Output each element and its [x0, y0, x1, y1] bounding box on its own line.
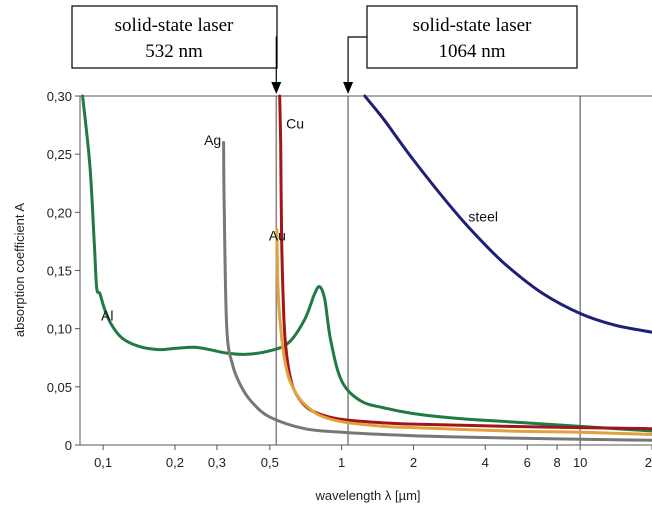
x-tick-label: 20	[645, 455, 652, 470]
annotation-arrow-line-0	[275, 36, 277, 84]
series-steel-line	[363, 94, 652, 334]
x-tick-label: 2	[410, 455, 417, 470]
series-label-al: Al	[101, 308, 113, 324]
series-ag-line	[222, 141, 652, 442]
series-label-ag: Ag	[204, 132, 221, 148]
y-tick-label: 0,20	[47, 205, 72, 220]
series-label-steel: steel	[468, 209, 498, 225]
annotation-532nm-line2: 532 nm	[145, 41, 203, 62]
annotation-arrow-line-1	[347, 36, 367, 84]
series-label-au: Au	[269, 227, 286, 243]
series-cu-line	[278, 94, 652, 431]
x-tick-label: 0,3	[208, 455, 226, 470]
x-tick-label: 4	[482, 455, 489, 470]
x-tick-label: 1	[338, 455, 345, 470]
series-al-line	[81, 94, 652, 433]
x-tick-label: 10	[573, 455, 587, 470]
annotation-box-532nm	[71, 5, 278, 69]
x-axis-title: wavelength λ [µm]	[314, 488, 420, 503]
y-axis-title: absorption coefficient A	[12, 203, 27, 338]
x-tick-label: 0,5	[261, 455, 279, 470]
x-tick-label: 8	[553, 455, 560, 470]
y-tick-label: 0,25	[47, 147, 72, 162]
annotation-532nm: solid-state laser 532 nm	[71, 5, 278, 69]
y-tick-label: 0,30	[47, 89, 72, 104]
x-tick-label: 0,1	[94, 455, 112, 470]
series-label-cu: Cu	[286, 116, 304, 132]
y-tick-label: 0,05	[47, 380, 72, 395]
annotation-1064nm: solid-state laser 1064 nm	[366, 5, 578, 69]
series-au-line	[275, 228, 652, 436]
y-tick-label: 0	[65, 438, 72, 453]
x-tick-label: 0,2	[166, 455, 184, 470]
y-tick-label: 0,15	[47, 264, 72, 279]
annotation-1064nm-line1: solid-state laser	[413, 15, 532, 36]
annotation-arrow-head-0	[271, 82, 282, 94]
annotation-532nm-line1: solid-state laser	[115, 15, 234, 36]
annotation-arrow-head-1	[343, 82, 354, 94]
x-tick-label: 6	[524, 455, 531, 470]
annotation-1064nm-line2: 1064 nm	[438, 41, 505, 62]
y-tick-label: 0,10	[47, 322, 72, 337]
